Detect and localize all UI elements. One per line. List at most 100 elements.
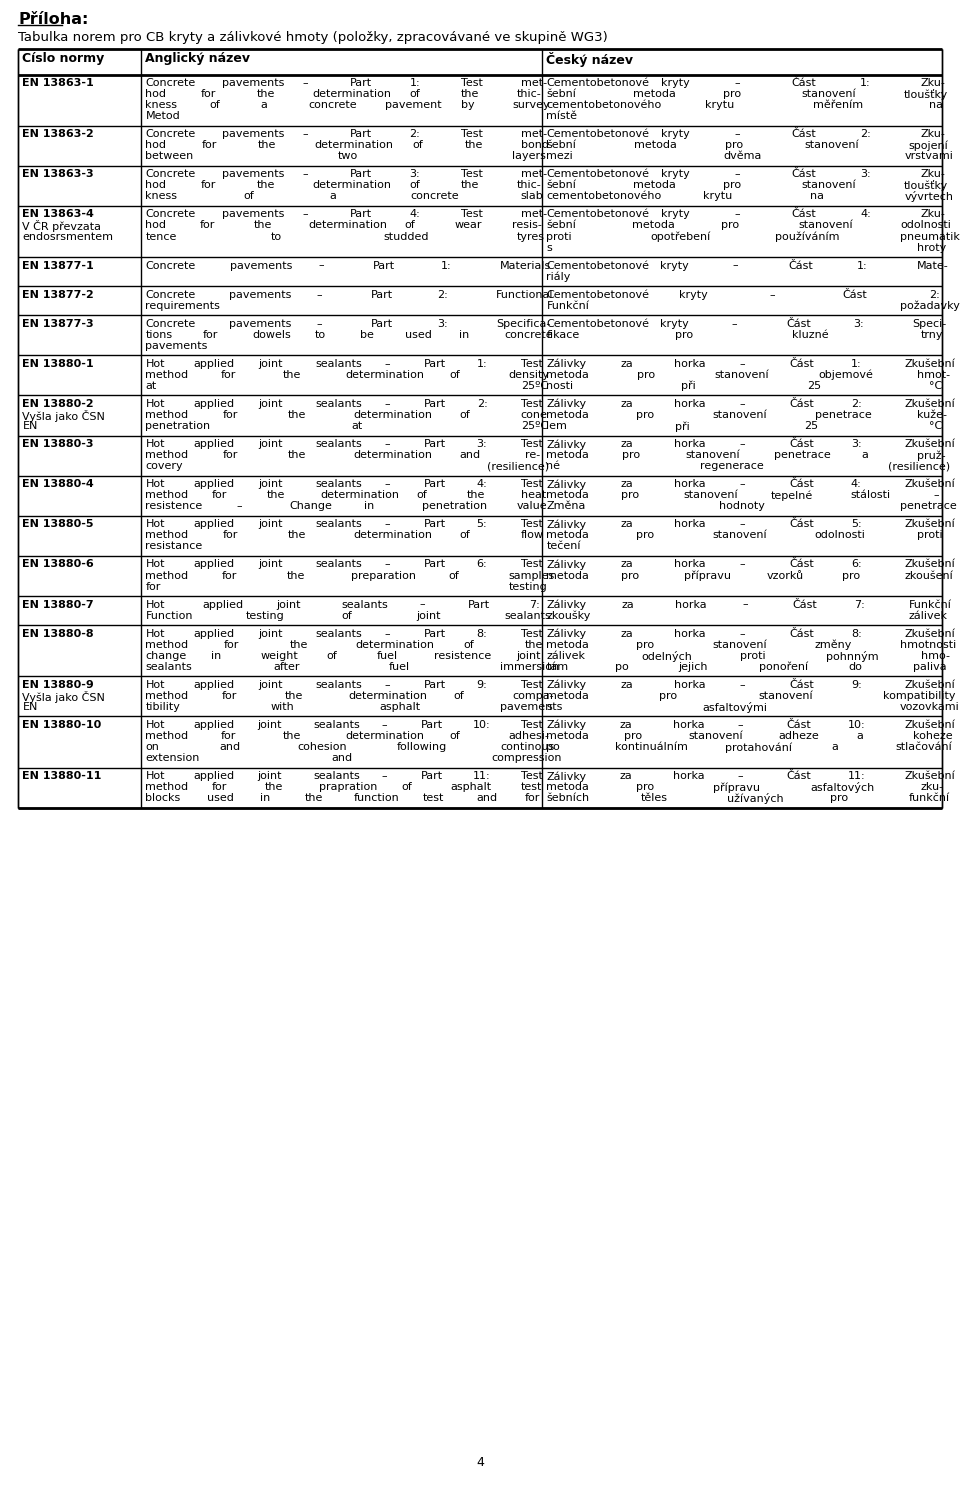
Text: šební: šební — [546, 88, 576, 99]
Text: funkční: funkční — [908, 793, 949, 803]
Text: 4:: 4: — [410, 210, 420, 219]
Text: Part: Part — [424, 358, 446, 369]
Text: Zálivky: Zálivky — [546, 770, 587, 781]
Text: 1:: 1: — [851, 358, 861, 369]
Text: 9:: 9: — [851, 681, 861, 690]
Text: horka: horka — [674, 628, 706, 639]
Text: EN 13863-2: EN 13863-2 — [22, 129, 94, 139]
Text: pavements: pavements — [228, 319, 291, 328]
Text: EN 13877-1: EN 13877-1 — [22, 261, 94, 271]
Text: Part: Part — [371, 319, 393, 328]
Text: –: – — [302, 210, 308, 219]
Text: 7:: 7: — [529, 600, 540, 610]
Text: for: for — [211, 782, 227, 791]
Text: determination: determination — [321, 490, 399, 501]
Text: EN 13880-5: EN 13880-5 — [22, 519, 94, 529]
Text: při: při — [676, 421, 690, 432]
Text: –: – — [384, 519, 390, 529]
Text: stanovení: stanovení — [798, 220, 852, 231]
Text: 1:: 1: — [856, 261, 868, 271]
Text: pavements: pavements — [145, 340, 207, 351]
Text: –: – — [382, 770, 388, 781]
Text: of: of — [410, 88, 420, 99]
Text: Materials: Materials — [500, 261, 551, 271]
Text: of: of — [463, 640, 474, 649]
Text: (resilience): (resilience) — [888, 462, 949, 471]
Text: Function: Function — [145, 610, 193, 621]
Text: za: za — [620, 720, 633, 730]
Text: °C: °C — [929, 421, 943, 432]
Text: penetrace: penetrace — [815, 411, 872, 420]
Text: a: a — [261, 100, 268, 109]
Text: šební: šební — [546, 141, 576, 150]
Text: za: za — [621, 600, 634, 610]
Text: 3:: 3: — [438, 319, 448, 328]
Text: mezi: mezi — [546, 151, 573, 162]
Text: Part: Part — [371, 289, 393, 300]
Text: metoda: metoda — [633, 88, 676, 99]
Text: survey: survey — [513, 100, 550, 109]
Text: hmo-: hmo- — [921, 651, 949, 661]
Text: měřením: měřením — [813, 100, 863, 109]
Text: Test: Test — [520, 720, 542, 730]
Text: cone: cone — [520, 411, 547, 420]
Text: Část: Část — [789, 399, 814, 409]
Text: a: a — [862, 450, 869, 460]
Text: asphalt: asphalt — [379, 702, 420, 712]
Text: 2:: 2: — [410, 129, 420, 139]
Text: Příloha:: Příloha: — [18, 12, 88, 27]
Text: Cementobetonové: Cementobetonové — [546, 210, 649, 219]
Text: EN 13877-3: EN 13877-3 — [22, 319, 94, 328]
Text: sealants: sealants — [342, 600, 388, 610]
Text: sealants: sealants — [315, 519, 362, 529]
Text: and: and — [220, 742, 241, 752]
Text: paliva: paliva — [913, 661, 947, 672]
Text: kompatibility: kompatibility — [883, 691, 956, 702]
Text: 3:: 3: — [410, 169, 420, 180]
Text: stlačování: stlačování — [896, 742, 952, 752]
Text: Test: Test — [461, 129, 483, 139]
Text: Část: Část — [789, 559, 814, 570]
Text: penetration: penetration — [145, 421, 210, 432]
Text: EN 13863-3: EN 13863-3 — [22, 169, 94, 180]
Text: determination: determination — [355, 640, 435, 649]
Text: determination: determination — [314, 141, 394, 150]
Text: metoda: metoda — [546, 450, 589, 460]
Text: vývrtech: vývrtech — [904, 192, 953, 202]
Text: pruž-: pruž- — [917, 450, 946, 460]
Text: –: – — [734, 78, 740, 88]
Text: continous: continous — [500, 742, 554, 752]
Text: Český název: Český název — [546, 52, 634, 67]
Text: joint: joint — [258, 519, 283, 529]
Text: za: za — [620, 681, 634, 690]
Text: Část: Část — [786, 319, 811, 328]
Text: of: of — [404, 220, 415, 231]
Text: jejich: jejich — [679, 661, 708, 672]
Text: the: the — [304, 793, 323, 803]
Text: Test: Test — [461, 78, 483, 88]
Text: Zku-: Zku- — [921, 169, 946, 180]
Text: covery: covery — [145, 462, 183, 471]
Text: Zkušební: Zkušební — [904, 480, 955, 489]
Text: concrete: concrete — [308, 100, 357, 109]
Text: Hot: Hot — [145, 720, 165, 730]
Text: 11:: 11: — [473, 770, 491, 781]
Text: –: – — [734, 169, 740, 180]
Text: pavements: pavements — [222, 129, 284, 139]
Text: sealants: sealants — [504, 610, 551, 621]
Text: the: the — [465, 141, 483, 150]
Text: –: – — [317, 289, 322, 300]
Text: method: method — [145, 531, 188, 540]
Text: Zálivky: Zálivky — [546, 559, 587, 570]
Text: Part: Part — [349, 169, 372, 180]
Text: EN 13877-2: EN 13877-2 — [22, 289, 94, 300]
Text: Část: Část — [789, 628, 814, 639]
Text: stanovení: stanovení — [804, 141, 859, 150]
Text: re-: re- — [525, 450, 540, 460]
Text: joint: joint — [417, 610, 441, 621]
Text: sealants: sealants — [315, 358, 362, 369]
Text: Zálivky: Zálivky — [546, 720, 587, 730]
Text: stanovení: stanovení — [715, 370, 770, 379]
Text: pro: pro — [622, 450, 640, 460]
Text: Test: Test — [520, 559, 542, 570]
